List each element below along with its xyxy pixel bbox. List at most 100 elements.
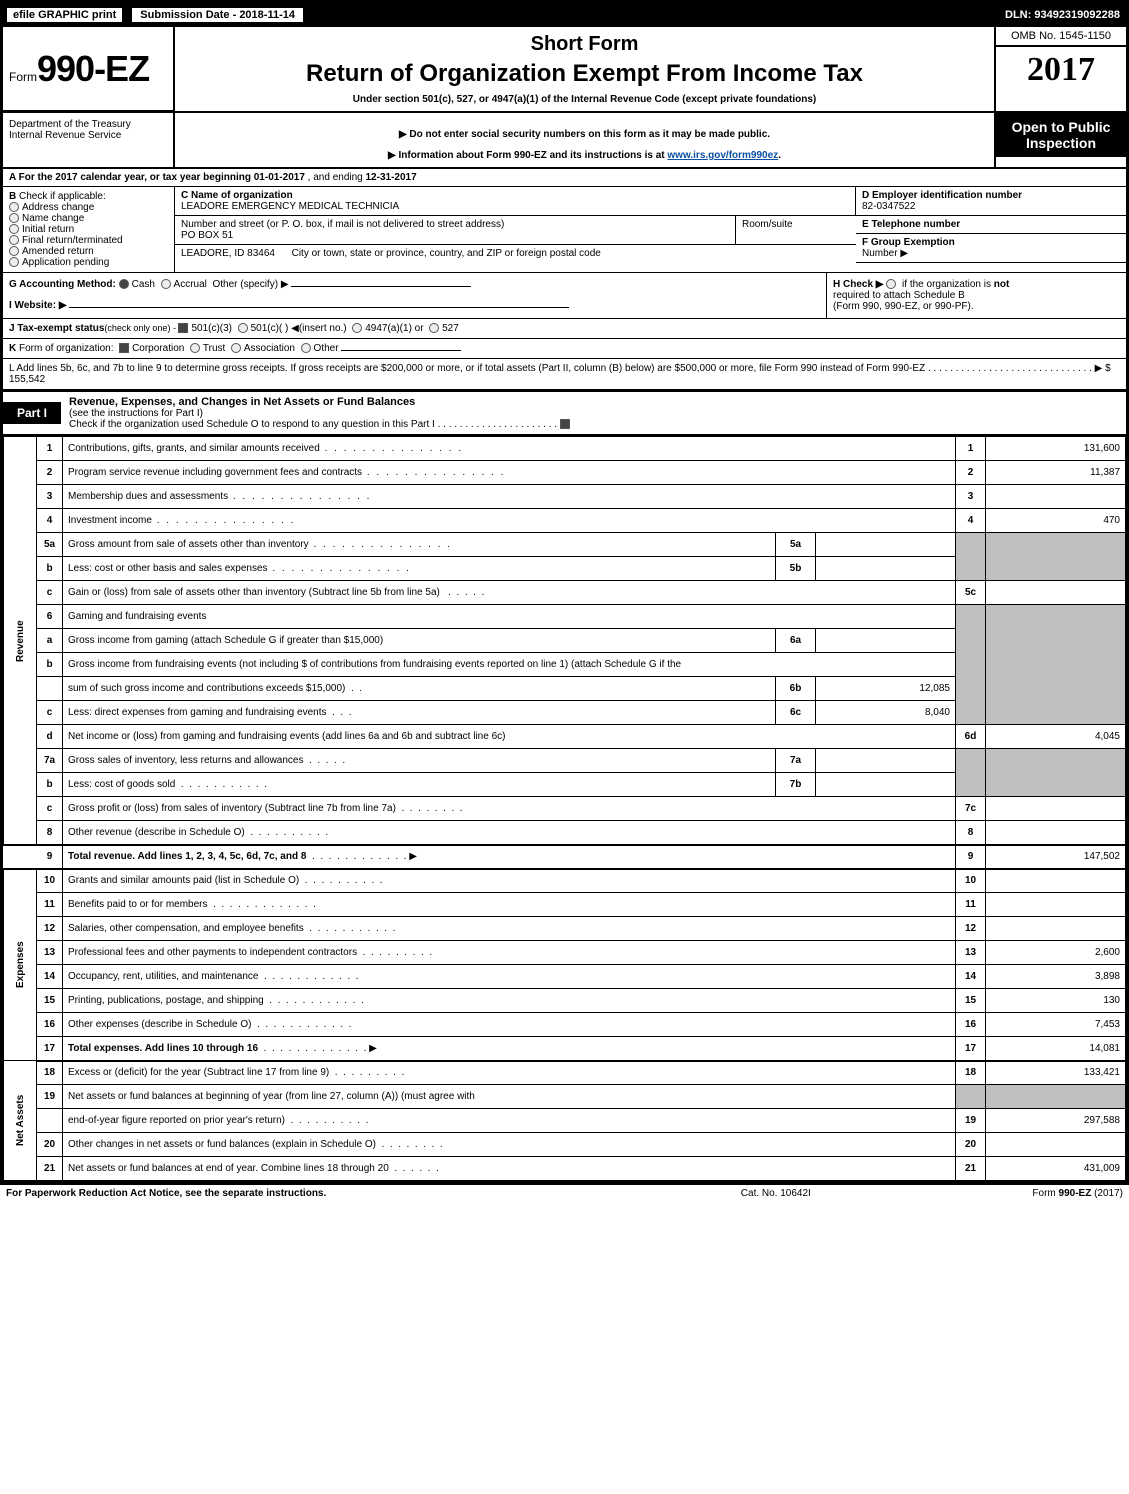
j-o3: 4947(a)(1) or [365, 323, 423, 334]
k-other-radio[interactable] [301, 343, 311, 353]
k-assoc-radio[interactable] [231, 343, 241, 353]
table-row: 8Other revenue (describe in Schedule O) … [4, 821, 1126, 845]
g-other: Other (specify) ▶ [212, 279, 288, 290]
g-cash: Cash [132, 279, 155, 290]
line-a-mid: , and ending [308, 172, 366, 183]
page-footer: For Paperwork Reduction Act Notice, see … [0, 1184, 1129, 1202]
form-prefix: Form [9, 70, 37, 84]
form-id-col: Form990-EZ [3, 27, 175, 111]
table-row: 19Net assets or fund balances at beginni… [4, 1085, 1126, 1109]
open-line1: Open to Public [1000, 119, 1122, 135]
address-change-radio[interactable] [9, 202, 19, 212]
g-accrual: Accrual [174, 279, 207, 290]
h-check-radio[interactable] [886, 279, 896, 289]
omb-number: OMB No. 1545-1150 [996, 27, 1126, 47]
ein: 82-0347522 [862, 201, 915, 212]
submission-date: Submission Date - 2018-11-14 [130, 6, 305, 24]
title-col: Short Form Return of Organization Exempt… [175, 27, 996, 111]
c-street-label: Number and street (or P. O. box, if mail… [181, 219, 504, 230]
j-pre: J Tax-exempt status [9, 323, 104, 334]
org-city: LEADORE, ID 83464 [181, 248, 275, 259]
application-pending-radio[interactable] [9, 257, 19, 267]
l-pre: L Add lines 5b, 6c, and 7b to line 9 to … [9, 363, 925, 374]
note2: ▶ Information about Form 990-EZ and its … [183, 150, 986, 161]
j-4947-radio[interactable] [352, 323, 362, 333]
h-not: not [994, 279, 1010, 290]
amended-return-radio[interactable] [9, 246, 19, 256]
table-row: 17Total expenses. Add lines 10 through 1… [4, 1037, 1126, 1061]
c-city-label: City or town, state or province, country… [292, 248, 601, 259]
return-title: Return of Organization Exempt From Incom… [183, 60, 986, 88]
accrual-radio[interactable] [161, 279, 171, 289]
line-a: A For the 2017 calendar year, or tax yea… [3, 169, 1126, 187]
table-row: 3Membership dues and assessments3 [4, 485, 1126, 509]
notes-col: ▶ Do not enter social security numbers o… [175, 113, 996, 167]
e-label: E Telephone number [862, 219, 960, 230]
j-note: (check only one) - [104, 323, 178, 333]
right-col: OMB No. 1545-1150 2017 [996, 27, 1126, 111]
header-row: Form990-EZ Short Form Return of Organiza… [3, 27, 1126, 113]
j-501c3-check[interactable] [178, 323, 188, 333]
table-row: Expenses 10Grants and similar amounts pa… [4, 869, 1126, 893]
f-label: F Group Exemption [862, 237, 955, 248]
line-k: K Form of organization: Corporation Trus… [3, 339, 1126, 359]
final-return-radio[interactable] [9, 235, 19, 245]
b-item-1: Name change [22, 213, 84, 224]
lnum: 1 [37, 437, 63, 461]
h-label: H Check ▶ [833, 279, 883, 290]
table-row: 15Printing, publications, postage, and s… [4, 989, 1126, 1013]
part-1-desc: Revenue, Expenses, and Changes in Net As… [61, 392, 1126, 434]
cash-radio[interactable] [119, 279, 129, 289]
footer-right: Form 990-EZ (2017) [1032, 1188, 1123, 1199]
section-abcdef: A For the 2017 calendar year, or tax yea… [3, 169, 1126, 273]
name-change-radio[interactable] [9, 213, 19, 223]
table-row: 5aGross amount from sale of assets other… [4, 533, 1126, 557]
j-o2b: ◀(insert no.) [291, 323, 346, 334]
part-1-check-text: Check if the organization used Schedule … [69, 419, 1118, 430]
part-1-tag: Part I [3, 402, 61, 424]
part1-schedule-o-check[interactable] [560, 419, 570, 429]
j-501c-radio[interactable] [238, 323, 248, 333]
footer-center: Cat. No. 10642I [519, 1188, 1032, 1199]
table-row: cGain or (loss) from sale of assets othe… [4, 581, 1126, 605]
open-public: Open to Public Inspection [996, 113, 1126, 157]
k-corp-check[interactable] [119, 343, 129, 353]
table-row: 16Other expenses (describe in Schedule O… [4, 1013, 1126, 1037]
dept-line2: Internal Revenue Service [9, 130, 167, 141]
j-o2: 501(c)( ) [251, 323, 289, 334]
d-label: D Employer identification number [862, 190, 1022, 201]
footer-left: For Paperwork Reduction Act Notice, see … [6, 1188, 326, 1199]
table-row: 13Professional fees and other payments t… [4, 941, 1126, 965]
line-a-pre: A For the 2017 calendar year, or tax yea… [9, 172, 254, 183]
b-item-5: Application pending [22, 257, 109, 268]
dept-block: Department of the Treasury Internal Reve… [3, 113, 175, 167]
j-o4: 527 [442, 323, 459, 334]
section-b: B Check if applicable: Address change Na… [3, 187, 175, 272]
b-item-4: Amended return [22, 246, 94, 257]
k-trust-radio[interactable] [190, 343, 200, 353]
b-label: B [9, 191, 16, 202]
section-f: F Group Exemption Number ▶ [856, 234, 1126, 263]
c-label: C Name of organization [181, 190, 293, 201]
table-row: 9Total revenue. Add lines 1, 2, 3, 4, 5c… [4, 845, 1126, 869]
table-row: dNet income or (loss) from gaming and fu… [4, 725, 1126, 749]
table-row: 12Salaries, other compensation, and empl… [4, 917, 1126, 941]
j-527-radio[interactable] [429, 323, 439, 333]
subtitle: Under section 501(c), 527, or 4947(a)(1)… [183, 94, 986, 105]
initial-return-radio[interactable] [9, 224, 19, 234]
instructions-link[interactable]: www.irs.gov/form990ez [667, 150, 778, 161]
j-o1: 501(c)(3) [191, 323, 232, 334]
i-label: I Website: ▶ [9, 300, 67, 311]
net-assets-label: Net Assets [4, 1061, 37, 1181]
section-c-name: C Name of organization LEADORE EMERGENCY… [175, 187, 856, 216]
table-row: Revenue 1 Contributions, gifts, grants, … [4, 437, 1126, 461]
org-street: PO BOX 51 [181, 230, 233, 241]
table-row: Net Assets 18Excess or (deficit) for the… [4, 1061, 1126, 1085]
form-number: 990-EZ [37, 48, 149, 89]
line-desc: Contributions, gifts, grants, and simila… [63, 437, 956, 461]
efile-badge: efile GRAPHIC print [5, 6, 124, 24]
header-row2: Department of the Treasury Internal Reve… [3, 113, 1126, 169]
room-label: Room/suite [742, 219, 793, 230]
table-row: cGross profit or (loss) from sales of in… [4, 797, 1126, 821]
table-row: 21Net assets or fund balances at end of … [4, 1157, 1126, 1181]
